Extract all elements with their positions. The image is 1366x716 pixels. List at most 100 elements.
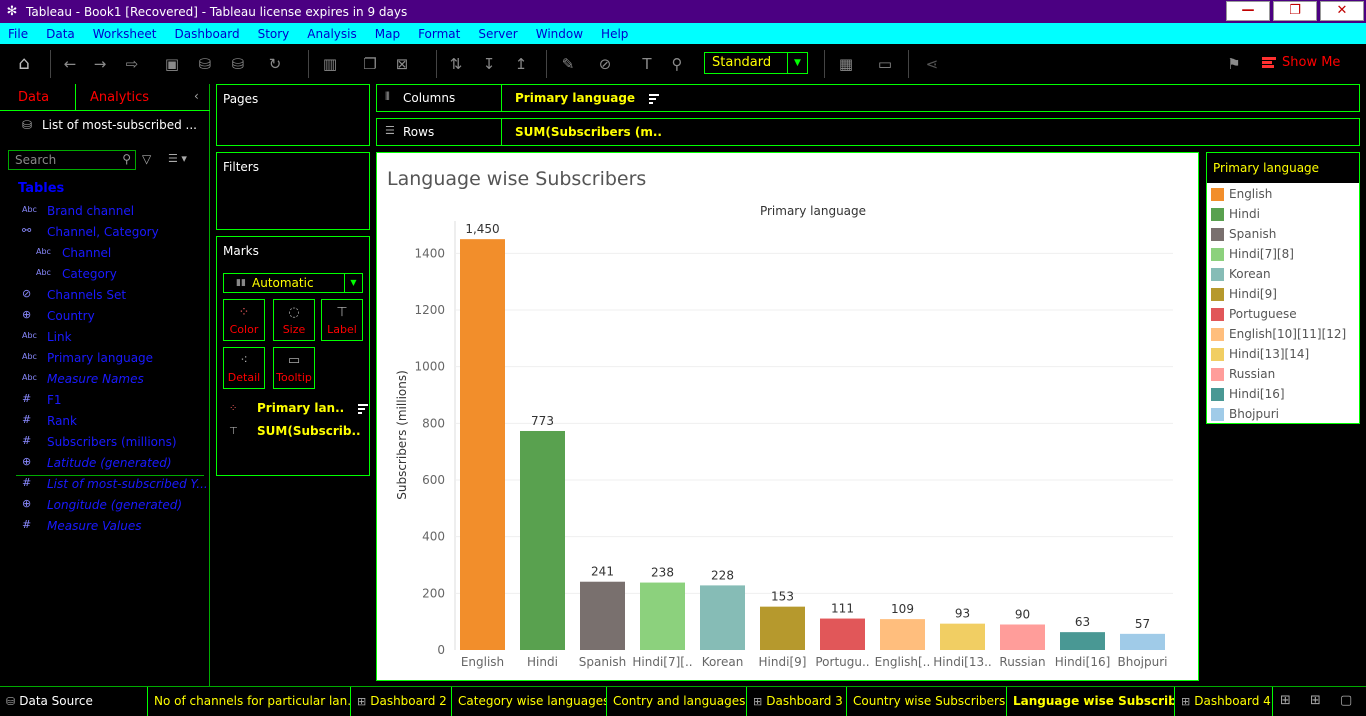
new-story-icon[interactable]: ▢ bbox=[1340, 693, 1353, 708]
legend-item[interactable]: Korean bbox=[1211, 265, 1359, 285]
sheet-tab[interactable]: ⊞ Dashboard 3 bbox=[747, 687, 847, 716]
menu-story[interactable]: Story bbox=[257, 26, 290, 41]
legend-item[interactable]: Hindi[13][14] bbox=[1211, 345, 1359, 365]
field-item[interactable]: # Subscribers (millions) bbox=[0, 433, 210, 453]
columns-pill[interactable]: Primary language bbox=[515, 91, 660, 106]
legend-item[interactable]: Hindi[16] bbox=[1211, 385, 1359, 405]
new-worksheet-icon[interactable]: ▥ bbox=[322, 55, 338, 73]
view-list-icon[interactable]: ☰ ▾ bbox=[168, 152, 187, 165]
field-item[interactable]: Abc Primary language bbox=[0, 349, 210, 369]
replay-icon[interactable]: ⇨ bbox=[125, 55, 139, 73]
sheet-tab[interactable]: ⊞ Dashboard 4 bbox=[1175, 687, 1273, 716]
rows-pill[interactable]: SUM(Subscribers (m.. bbox=[515, 125, 662, 139]
marks-label-pill[interactable]: SUM(Subscrib.. bbox=[257, 424, 361, 438]
filters-card[interactable]: Filters bbox=[216, 152, 370, 230]
menu-help[interactable]: Help bbox=[601, 26, 629, 41]
menu-data[interactable]: Data bbox=[46, 26, 75, 41]
menu-format[interactable]: Format bbox=[418, 26, 461, 41]
filter-icon[interactable]: ▽ bbox=[142, 152, 152, 166]
menu-server[interactable]: Server bbox=[478, 26, 518, 41]
field-item[interactable]: Abc Category bbox=[0, 265, 210, 285]
home-icon[interactable]: ⌂ bbox=[18, 53, 30, 74]
tooltip-button[interactable]: ▭ Tooltip bbox=[273, 347, 315, 389]
pause-updates-icon[interactable]: ⛁ bbox=[231, 55, 245, 73]
legend-item[interactable]: Portuguese bbox=[1211, 305, 1359, 325]
collapse-icon[interactable]: ‹ bbox=[194, 89, 199, 103]
legend-item[interactable]: Hindi bbox=[1211, 205, 1359, 225]
pin-icon[interactable]: ⚑ bbox=[1227, 55, 1241, 73]
legend-item[interactable]: Russian bbox=[1211, 365, 1359, 385]
legend-item[interactable]: English[10][11][12] bbox=[1211, 325, 1359, 345]
field-item[interactable]: Abc Measure Names bbox=[0, 370, 210, 390]
field-item[interactable]: Abc Link bbox=[0, 328, 210, 348]
field-item[interactable]: # List of most-subscribed Y... bbox=[0, 475, 210, 495]
minimize-button[interactable]: — bbox=[1226, 1, 1270, 21]
field-item[interactable]: ⊕ Longitude (generated) bbox=[0, 496, 210, 516]
field-item[interactable]: ⊘ Channels Set bbox=[0, 286, 210, 306]
sheet-tab[interactable]: Country wise Subscribers bbox=[847, 687, 1007, 716]
menu-worksheet[interactable]: Worksheet bbox=[92, 26, 157, 41]
show-me-button[interactable]: Show Me bbox=[1262, 55, 1340, 70]
size-button[interactable]: ◌ Size bbox=[273, 299, 315, 341]
sort-ascending-icon[interactable]: ↧ bbox=[482, 55, 496, 73]
field-item[interactable]: ⊕ Latitude (generated) bbox=[0, 454, 210, 474]
show-cards-icon[interactable]: ▦ bbox=[838, 55, 854, 73]
menu-file[interactable]: File bbox=[8, 26, 29, 41]
field-item[interactable]: ⊕ Country bbox=[0, 307, 210, 327]
sheet-tab[interactable]: Contry and languages bbox=[607, 687, 747, 716]
menu-window[interactable]: Window bbox=[535, 26, 584, 41]
datasource-name[interactable]: List of most-subscribed ... bbox=[42, 118, 197, 132]
sheet-tab[interactable]: No of channels for particular lan... bbox=[148, 687, 351, 716]
new-dashboard-icon[interactable]: ⊞ bbox=[1310, 693, 1321, 708]
undo-icon[interactable]: ← bbox=[63, 55, 77, 73]
field-item[interactable]: Abc Brand channel bbox=[0, 202, 210, 222]
search-input[interactable]: Search ⚲ bbox=[8, 150, 136, 170]
swap-rows-columns-icon[interactable]: ⇅ bbox=[449, 55, 463, 73]
legend-item[interactable]: Hindi[7][8] bbox=[1211, 245, 1359, 265]
sheet-tab[interactable]: ⊞ Dashboard 2 bbox=[351, 687, 452, 716]
menu-dashboard[interactable]: Dashboard bbox=[174, 26, 240, 41]
group-members-icon[interactable]: ⊘ bbox=[598, 55, 612, 73]
sort-descending-icon[interactable]: ↥ bbox=[514, 55, 528, 73]
search-placeholder: Search bbox=[15, 153, 57, 167]
new-datasource-icon[interactable]: ⛁ bbox=[198, 55, 212, 73]
field-item[interactable]: # Rank bbox=[0, 412, 210, 432]
legend-item[interactable]: Hindi[9] bbox=[1211, 285, 1359, 305]
tab-data[interactable]: Data bbox=[0, 84, 76, 111]
save-icon[interactable]: ▣ bbox=[164, 55, 180, 73]
pages-card[interactable]: Pages bbox=[216, 84, 370, 146]
legend-title[interactable]: Primary language bbox=[1207, 153, 1359, 183]
sheet-tab[interactable]: Category wise languages bbox=[452, 687, 607, 716]
sheet-tab[interactable]: ⛁ Data Source bbox=[0, 687, 148, 716]
highlight-icon[interactable]: ✎ bbox=[561, 55, 575, 73]
new-worksheet-icon[interactable]: ⊞ bbox=[1280, 693, 1291, 708]
sheet-tab[interactable]: Language wise Subscribers bbox=[1007, 687, 1175, 716]
legend-label: English[10][11][12] bbox=[1229, 327, 1347, 341]
field-item[interactable]: # F1 bbox=[0, 391, 210, 411]
duplicate-sheet-icon[interactable]: ❐ bbox=[363, 55, 377, 73]
refresh-icon[interactable]: ↻ bbox=[268, 55, 282, 73]
field-item[interactable]: Abc Channel bbox=[0, 244, 210, 264]
tab-analytics[interactable]: Analytics bbox=[90, 90, 150, 105]
fit-dropdown[interactable]: Standard ▼ bbox=[704, 52, 808, 74]
close-button[interactable]: ✕ bbox=[1320, 1, 1364, 21]
maximize-button[interactable]: ❐ bbox=[1273, 1, 1317, 21]
legend-item[interactable]: Bhojpuri bbox=[1211, 405, 1359, 425]
legend-item[interactable]: Spanish bbox=[1211, 225, 1359, 245]
detail-button[interactable]: ⁖ Detail bbox=[223, 347, 265, 389]
field-item[interactable]: # Measure Values bbox=[0, 517, 210, 537]
share-icon[interactable]: ⋖ bbox=[925, 55, 939, 73]
field-item[interactable]: ⚯ Channel, Category bbox=[0, 223, 210, 243]
mark-type-dropdown[interactable]: ▮▮ Automatic ▼ bbox=[223, 273, 363, 293]
clear-sheet-icon[interactable]: ⊠ bbox=[395, 55, 409, 73]
label-button[interactable]: ⊤ Label bbox=[321, 299, 363, 341]
menu-analysis[interactable]: Analysis bbox=[307, 26, 357, 41]
show-mark-labels-icon[interactable]: T bbox=[642, 55, 652, 73]
presentation-mode-icon[interactable]: ▭ bbox=[877, 55, 893, 73]
marks-color-pill[interactable]: Primary lan.. bbox=[257, 401, 369, 416]
color-button[interactable]: ⁘ Color bbox=[223, 299, 265, 341]
menu-map[interactable]: Map bbox=[374, 26, 401, 41]
legend-item[interactable]: English bbox=[1211, 185, 1359, 205]
redo-icon[interactable]: → bbox=[93, 55, 107, 73]
fix-axes-icon[interactable]: ⚲ bbox=[671, 55, 683, 73]
